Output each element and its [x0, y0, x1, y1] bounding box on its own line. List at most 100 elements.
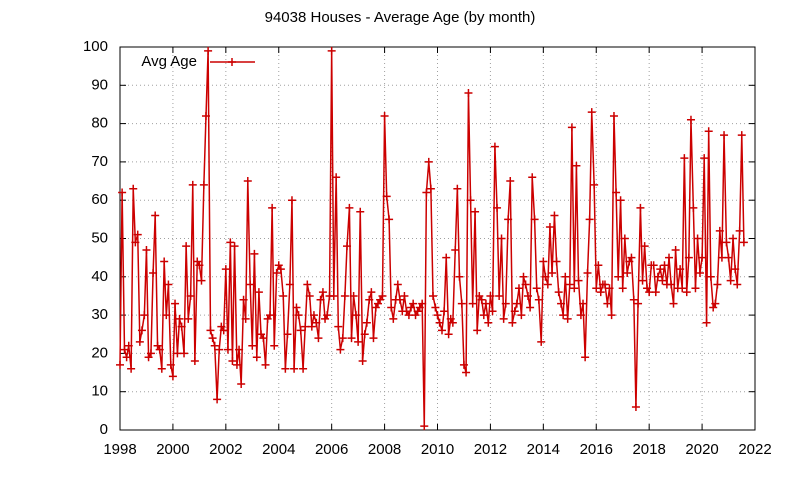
- point-marker: [232, 360, 241, 369]
- point-marker: [345, 203, 354, 212]
- point-marker: [653, 272, 662, 281]
- point-marker: [501, 299, 510, 308]
- point-marker: [246, 280, 255, 289]
- point-marker: [195, 261, 204, 270]
- point-marker: [127, 364, 136, 373]
- point-marker: [340, 291, 349, 300]
- point-marker: [444, 330, 453, 339]
- point-marker: [473, 326, 482, 335]
- x-tick-label: 2016: [580, 441, 613, 458]
- legend-label: Avg Age: [141, 53, 197, 70]
- x-tick-label: 2006: [315, 441, 348, 458]
- point-marker: [700, 154, 709, 163]
- point-marker: [658, 276, 667, 285]
- x-tick-label: 2022: [738, 441, 771, 458]
- point-marker: [314, 334, 323, 343]
- point-marker: [528, 173, 537, 182]
- x-tick-label: 2014: [527, 441, 560, 458]
- series-line: [119, 50, 745, 427]
- y-tick-label: 30: [91, 306, 108, 323]
- point-marker: [433, 311, 442, 320]
- point-marker: [521, 280, 530, 289]
- point-marker: [517, 311, 526, 320]
- y-tick-label: 90: [91, 76, 108, 93]
- point-marker: [437, 326, 446, 335]
- point-marker: [457, 299, 466, 308]
- point-marker: [693, 234, 702, 243]
- point-marker: [318, 288, 327, 297]
- point-marker: [539, 257, 548, 266]
- point-marker: [395, 295, 404, 304]
- point-marker: [162, 311, 171, 320]
- point-marker: [210, 341, 219, 350]
- point-marker: [175, 314, 184, 323]
- x-tick-label: 2018: [632, 441, 665, 458]
- point-marker: [429, 291, 438, 300]
- y-tick-label: 70: [91, 153, 108, 170]
- point-marker: [160, 257, 169, 266]
- point-marker: [512, 299, 521, 308]
- point-marker: [323, 311, 332, 320]
- point-marker: [266, 311, 275, 320]
- point-marker: [382, 192, 391, 201]
- point-marker: [541, 272, 550, 281]
- point-marker: [737, 131, 746, 140]
- point-marker: [554, 288, 563, 297]
- point-marker: [561, 272, 570, 281]
- point-marker: [393, 280, 402, 289]
- point-marker: [327, 46, 336, 55]
- point-marker: [574, 276, 583, 285]
- point-marker: [706, 272, 715, 281]
- point-marker: [250, 249, 259, 258]
- point-marker: [157, 364, 166, 373]
- point-marker: [530, 215, 539, 224]
- point-marker: [299, 364, 308, 373]
- point-marker: [171, 299, 180, 308]
- point-marker: [691, 284, 700, 293]
- x-tick-label: 1998: [103, 441, 136, 458]
- point-marker: [221, 265, 230, 274]
- point-marker: [704, 127, 713, 136]
- y-tick-label: 60: [91, 191, 108, 208]
- point-marker: [166, 360, 175, 369]
- point-marker: [219, 326, 228, 335]
- point-marker: [660, 261, 669, 270]
- point-marker: [420, 422, 429, 431]
- point-marker: [422, 188, 431, 197]
- y-tick-label: 0: [100, 421, 108, 438]
- point-marker: [739, 238, 748, 247]
- point-marker: [459, 360, 468, 369]
- point-marker: [477, 295, 486, 304]
- point-marker: [442, 253, 451, 262]
- point-marker: [570, 284, 579, 293]
- point-marker: [563, 314, 572, 323]
- point-marker: [537, 337, 546, 346]
- point-marker: [235, 345, 244, 354]
- point-marker: [362, 318, 371, 327]
- point-marker: [671, 245, 680, 254]
- point-marker: [184, 314, 193, 323]
- point-marker: [678, 284, 687, 293]
- point-marker: [431, 303, 440, 312]
- point-marker: [702, 318, 711, 327]
- point-marker: [669, 299, 678, 308]
- point-marker: [380, 111, 389, 120]
- point-marker: [603, 299, 612, 308]
- point-marker: [612, 188, 621, 197]
- point-marker: [336, 345, 345, 354]
- point-marker: [400, 291, 409, 300]
- point-marker: [354, 337, 363, 346]
- point-marker: [140, 311, 149, 320]
- point-marker: [261, 360, 270, 369]
- point-marker: [508, 318, 517, 327]
- point-marker: [592, 284, 601, 293]
- point-marker: [519, 272, 528, 281]
- point-marker: [523, 291, 532, 300]
- point-marker: [636, 203, 645, 212]
- point-marker: [149, 268, 158, 277]
- point-marker: [667, 280, 676, 289]
- point-marker: [223, 345, 232, 354]
- point-marker: [682, 288, 691, 297]
- point-marker: [724, 253, 733, 262]
- point-marker: [268, 203, 277, 212]
